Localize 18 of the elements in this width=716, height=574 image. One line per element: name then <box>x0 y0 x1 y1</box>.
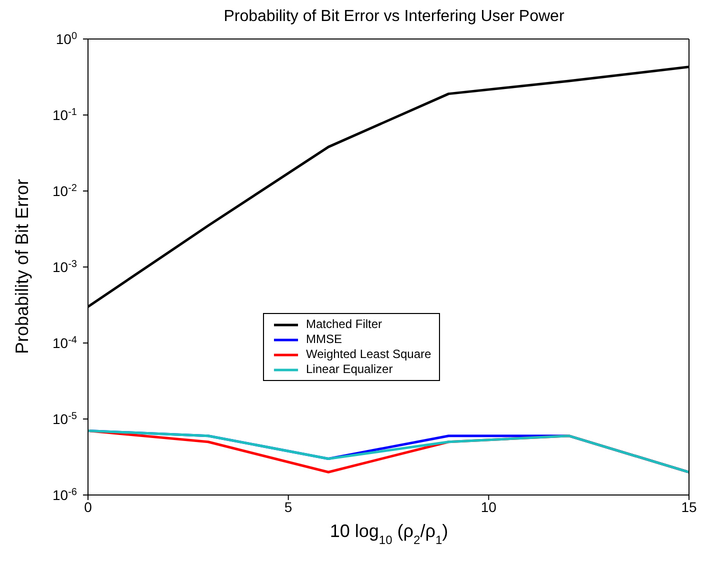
legend-label: Matched Filter <box>306 317 382 332</box>
x-axis-title: 10 log$_{10}$ (ρ$_{2}$/ρ$_{1}$) <box>330 521 448 547</box>
y-tick-label: 10$^{-4}$ <box>52 334 78 351</box>
y-tick-label: 10$^{0}$ <box>56 30 78 47</box>
chart-title: Probability of Bit Error vs Interfering User Power <box>222 8 566 27</box>
y-tick-label: 10$^{-3}$ <box>52 258 78 275</box>
y-tick-label: 10$^{-1}$ <box>52 106 78 123</box>
legend-label: Weighted Least Square <box>306 347 432 362</box>
legend-label: Linear Equalizer <box>306 362 393 377</box>
y-tick-label: 10$^{-6}$ <box>52 486 78 503</box>
x-tick-label: 0 <box>84 498 92 515</box>
y-tick-label: 10$^{-5}$ <box>52 410 78 427</box>
x-tick-label: 10 <box>480 498 497 515</box>
x-tick-label: 15 <box>681 498 697 515</box>
x-tick-label: 5 <box>284 498 292 515</box>
legend-label: MMSE <box>306 332 342 347</box>
y-axis-title: Probability of Bit Error <box>12 178 32 354</box>
y-tick-label: 10$^{-2}$ <box>52 182 78 199</box>
